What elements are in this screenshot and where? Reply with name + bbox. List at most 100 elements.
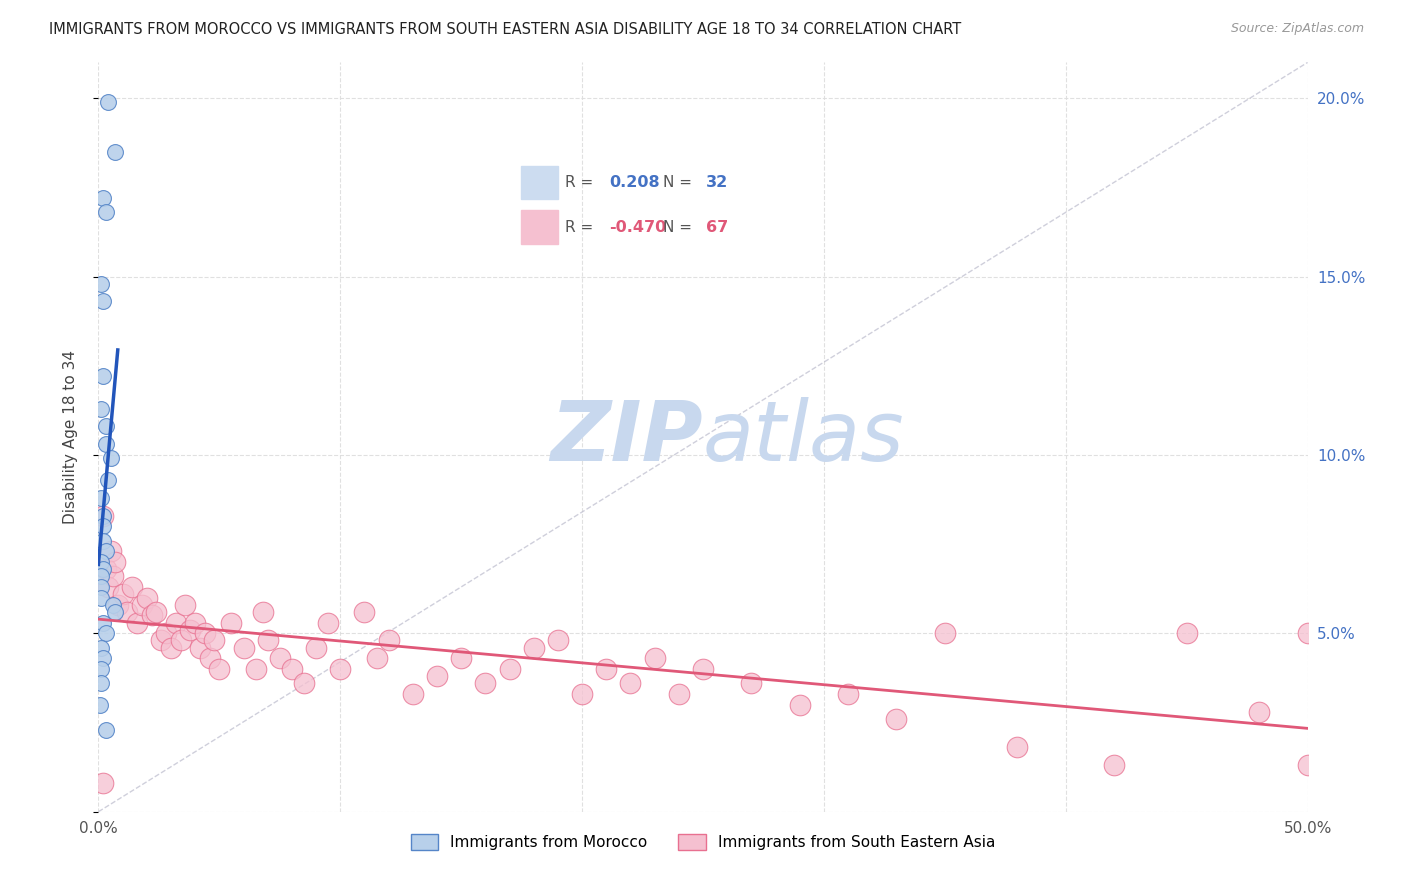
Point [198,651,221,665]
Point [498,662,520,676]
Point [474,676,496,690]
Point [111,587,134,601]
Point [221,615,243,630]
Point [571,687,593,701]
Point [104,605,127,619]
Point [366,651,388,665]
Point [94,419,117,434]
Point [91,615,114,630]
Point [90,277,112,291]
Point [104,555,127,569]
Point [1007,740,1029,755]
Point [131,598,153,612]
Point [107,598,129,612]
Point [90,491,112,505]
Point [837,687,859,701]
Point [97,580,120,594]
Point [692,662,714,676]
Point [204,633,226,648]
Point [426,669,449,683]
Legend: Immigrants from Morocco, Immigrants from South Eastern Asia: Immigrants from Morocco, Immigrants from… [405,829,1001,856]
Text: atlas: atlas [703,397,904,477]
Point [886,712,908,726]
Point [97,95,120,109]
Point [281,662,304,676]
Point [94,437,117,451]
Point [145,605,167,619]
Point [94,544,117,558]
Point [101,598,124,612]
Point [104,145,127,159]
Point [179,623,201,637]
Point [91,651,114,665]
Point [256,633,278,648]
Point [740,676,762,690]
Point [94,562,117,576]
Text: 32: 32 [706,175,728,190]
Point [91,562,114,576]
Point [316,615,339,630]
Point [269,651,291,665]
Text: R =: R = [565,175,593,190]
Point [117,605,139,619]
Point [402,687,425,701]
Point [1249,705,1271,719]
Point [90,401,112,416]
Point [90,662,112,676]
Point [1102,758,1125,772]
Text: R =: R = [565,219,593,235]
Point [94,205,117,219]
Point [160,640,183,655]
Point [90,569,112,583]
Y-axis label: Disability Age 18 to 34: Disability Age 18 to 34 [63,350,77,524]
Point [91,294,114,309]
Point [208,662,231,676]
Point [101,569,124,583]
Bar [520,211,558,244]
Text: 0.208: 0.208 [610,175,661,190]
Point [1175,626,1198,640]
Point [155,626,177,640]
Point [174,598,197,612]
Point [94,626,117,640]
Text: ZIP: ZIP [550,397,703,477]
Point [188,640,211,655]
Point [644,651,666,665]
Point [94,723,117,737]
Point [141,608,163,623]
Point [194,626,217,640]
Point [90,555,112,569]
Point [934,626,956,640]
Text: N =: N = [664,219,693,235]
Point [91,508,114,523]
Point [169,633,191,648]
Point [450,651,472,665]
Point [329,662,352,676]
Point [595,662,617,676]
Point [100,544,122,558]
Point [135,591,157,605]
Point [292,676,315,690]
Point [668,687,690,701]
Point [245,662,267,676]
Point [619,676,641,690]
Point [252,605,274,619]
Point [1296,626,1319,640]
Text: 67: 67 [706,219,728,235]
Point [165,615,187,630]
Point [547,633,569,648]
Point [91,191,114,205]
Point [232,640,254,655]
Point [89,698,111,712]
Point [90,591,112,605]
Point [100,451,122,466]
Point [127,615,149,630]
Point [305,640,328,655]
Point [97,473,120,487]
Text: -0.470: -0.470 [610,219,666,235]
Point [91,369,114,384]
Text: N =: N = [664,175,693,190]
Point [523,640,546,655]
Point [121,580,143,594]
Bar [520,166,558,199]
